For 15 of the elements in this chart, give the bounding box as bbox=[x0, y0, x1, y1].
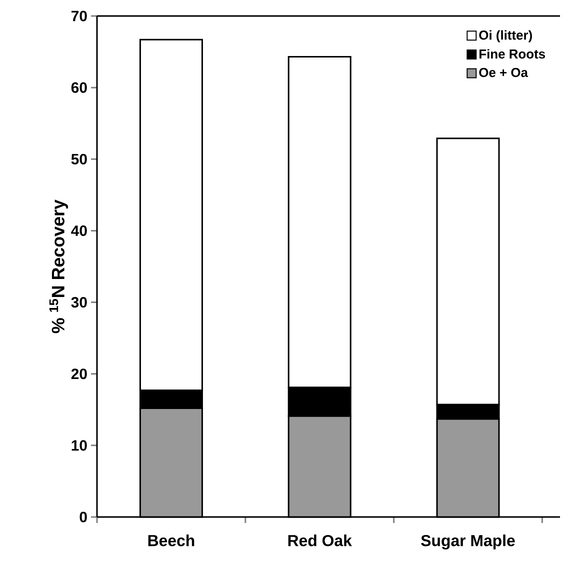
y-tick-label: 60 bbox=[71, 82, 87, 93]
legend-label: Fine Roots bbox=[480, 49, 546, 59]
y-tick-label: 50 bbox=[71, 154, 87, 164]
x-tick-label: Sugar Maple bbox=[421, 534, 515, 550]
x-tick-label: Beech bbox=[148, 534, 194, 546]
y-tick-label: 70 bbox=[72, 10, 87, 22]
legend-label: Oi (litter) bbox=[479, 30, 532, 42]
y-tick-label: 10 bbox=[72, 440, 87, 451]
legend-label: Oe + Oa bbox=[479, 68, 528, 78]
y-axis-title: % $^{15}$N Recovery bbox=[49, 200, 68, 334]
y-tick-label: 0 bbox=[80, 512, 87, 522]
y-tick-label: 40 bbox=[71, 225, 87, 236]
x-tick-label: Red Oak bbox=[288, 534, 352, 546]
y-tick-label: 20 bbox=[71, 368, 87, 380]
y-tick-label: 30 bbox=[71, 296, 87, 308]
